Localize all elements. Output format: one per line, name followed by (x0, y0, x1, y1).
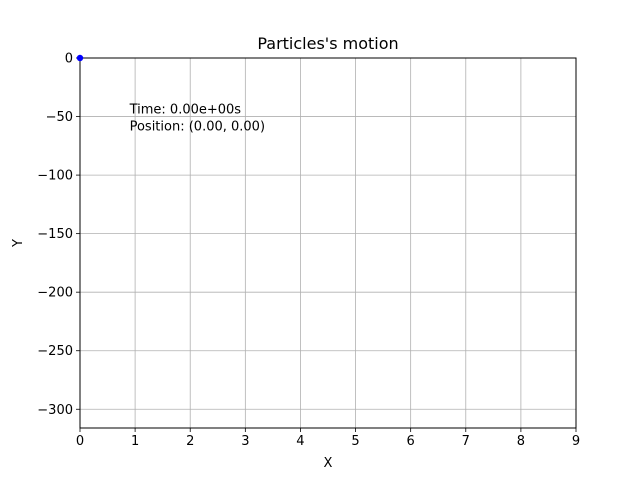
x-tick-label: 0 (76, 434, 84, 449)
x-tick-label: 7 (462, 434, 470, 449)
x-tick-label: 8 (517, 434, 525, 449)
y-tick-label: −100 (37, 169, 73, 184)
y-tick-label: −300 (37, 403, 73, 418)
y-tick-label: −50 (46, 110, 73, 125)
x-axis-ticks: 0 1 2 3 4 5 6 7 8 9 (76, 428, 580, 449)
x-tick-label: 1 (131, 434, 139, 449)
position-annotation: Position: (0.00, 0.00) (130, 120, 265, 135)
y-tick-label: −150 (37, 227, 73, 242)
y-tick-label: −250 (37, 344, 73, 359)
x-tick-label: 5 (351, 434, 359, 449)
x-tick-label: 9 (572, 434, 580, 449)
x-tick-label: 3 (241, 434, 249, 449)
data-points (76, 54, 84, 62)
y-axis-label: Y (11, 239, 26, 248)
y-tick-label: 0 (65, 52, 73, 67)
x-axis-label: X (324, 456, 333, 471)
plot-frame (79, 57, 577, 429)
particle-point (76, 54, 84, 62)
y-tick-label: −200 (37, 286, 73, 301)
time-annotation: Time: 0.00e+00s (129, 103, 242, 118)
y-axis-ticks: 0 −50 −100 −150 −200 −250 −300 (37, 52, 80, 418)
x-tick-label: 4 (296, 434, 304, 449)
x-tick-label: 2 (186, 434, 194, 449)
chart-title: Particles's motion (257, 34, 398, 53)
x-tick-label: 6 (407, 434, 415, 449)
